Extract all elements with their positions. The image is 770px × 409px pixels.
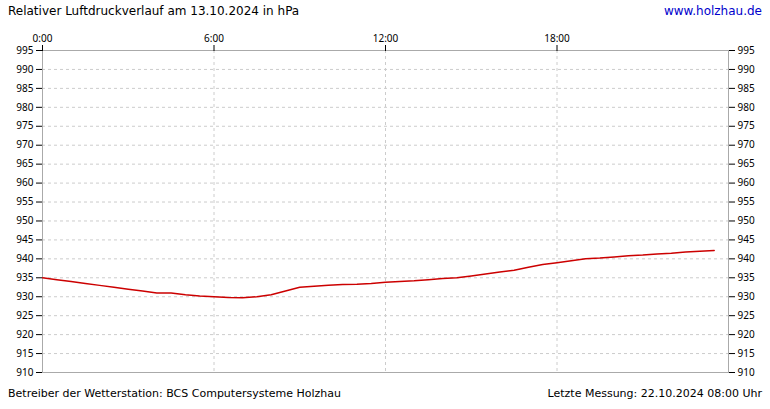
svg-text:945: 945 — [738, 232, 755, 246]
svg-text:945: 945 — [16, 232, 33, 246]
svg-text:955: 955 — [16, 194, 33, 208]
svg-text:970: 970 — [738, 137, 755, 151]
svg-text:930: 930 — [16, 289, 33, 303]
svg-text:920: 920 — [16, 327, 33, 341]
svg-text:915: 915 — [738, 346, 755, 360]
svg-text:990: 990 — [738, 62, 755, 76]
svg-text:950: 950 — [738, 213, 755, 227]
svg-text:18:00: 18:00 — [544, 31, 570, 45]
svg-text:960: 960 — [738, 175, 755, 189]
svg-text:975: 975 — [16, 118, 33, 132]
svg-text:935: 935 — [16, 270, 33, 284]
svg-text:985: 985 — [16, 81, 33, 95]
svg-text:0:00: 0:00 — [33, 31, 53, 45]
svg-text:990: 990 — [16, 62, 33, 76]
svg-text:920: 920 — [738, 327, 755, 341]
svg-text:925: 925 — [16, 308, 33, 322]
svg-text:995: 995 — [16, 43, 33, 57]
html-text:Relativer Luftdruckverlauf am: Relativer Luftdruckverlauf am 13.10.2024… — [8, 4, 300, 18]
svg-text:915: 915 — [16, 346, 33, 360]
html-text:Letzte Messung: 22.10.2024 08:: Letzte Messung: 22.10.2024 08:00 Uhr — [547, 386, 762, 400]
svg-text:985: 985 — [738, 81, 755, 95]
svg-text:960: 960 — [16, 175, 33, 189]
svg-text:980: 980 — [738, 100, 755, 114]
svg-text:940: 940 — [16, 251, 33, 265]
svg-text:955: 955 — [738, 194, 755, 208]
svg-text:940: 940 — [738, 251, 755, 265]
svg-text:935: 935 — [738, 270, 755, 284]
html-text:www.holzhau.de: www.holzhau.de — [663, 4, 762, 18]
svg-text:6:00: 6:00 — [204, 31, 224, 45]
svg-text:930: 930 — [738, 289, 755, 303]
svg-text:12:00: 12:00 — [373, 31, 399, 45]
svg-text:975: 975 — [738, 118, 755, 132]
svg-text:950: 950 — [16, 213, 33, 227]
svg-text:910: 910 — [16, 365, 33, 379]
svg-text:910: 910 — [738, 365, 755, 379]
svg-text:980: 980 — [16, 100, 33, 114]
svg-text:995: 995 — [738, 43, 755, 57]
svg-text:970: 970 — [16, 137, 33, 151]
svg-text:965: 965 — [738, 156, 755, 170]
html-text:Betreiber der Wetterstation: B: Betreiber der Wetterstation: BCS Compute… — [8, 386, 341, 400]
svg-text:965: 965 — [16, 156, 33, 170]
svg-text:925: 925 — [738, 308, 755, 322]
